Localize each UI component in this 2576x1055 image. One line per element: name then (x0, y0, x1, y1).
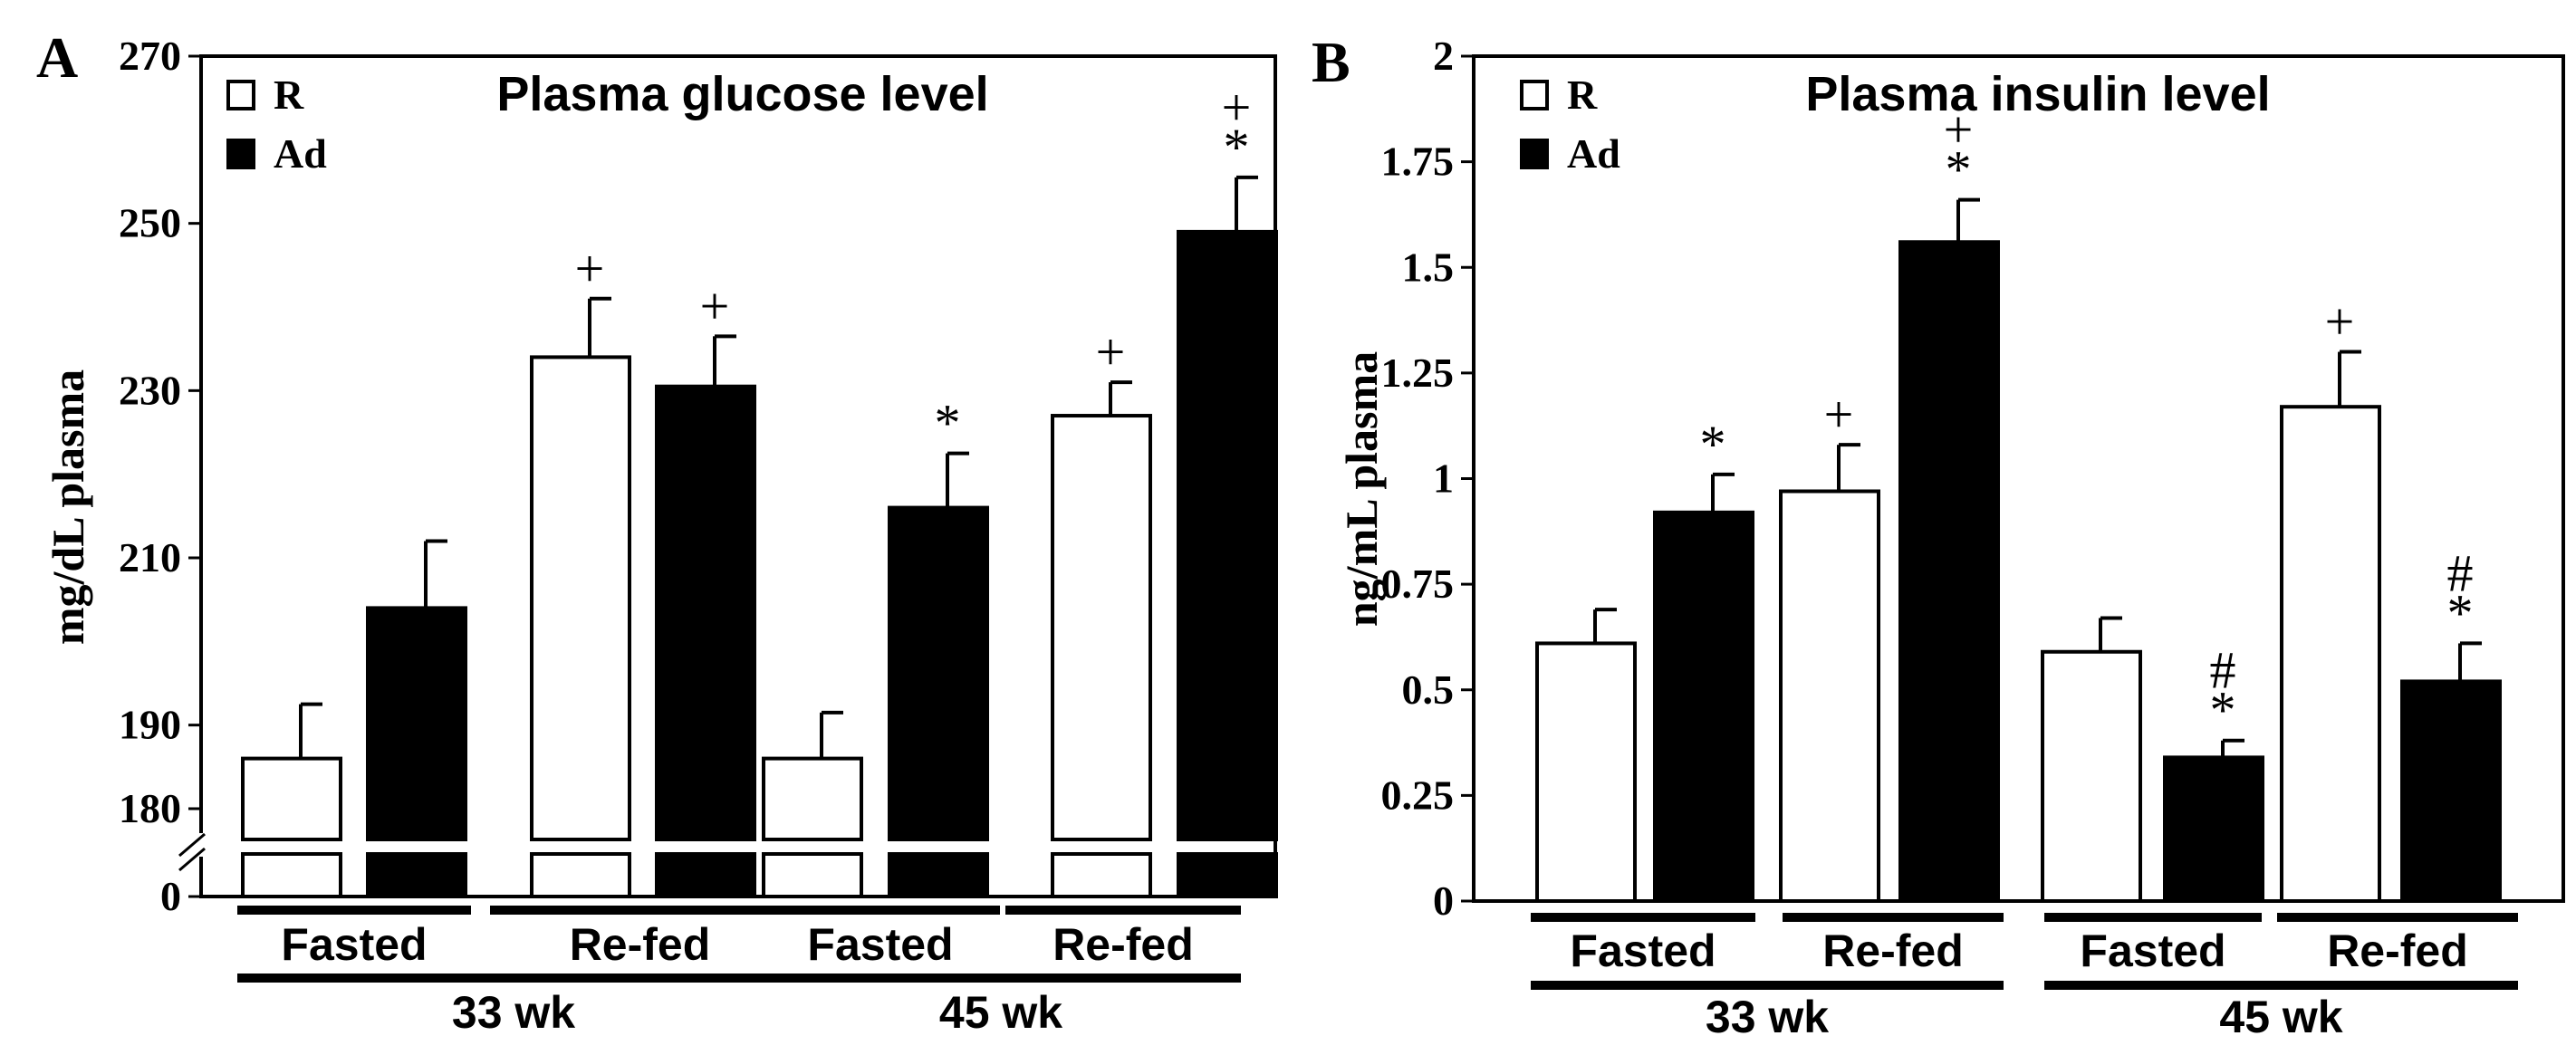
panel-b-y-tick-label: 2 (1433, 33, 1454, 79)
panel-b-annotation-ad-1: + (1944, 101, 1974, 159)
panel-b-condition-label-3: Re-fed (2327, 926, 2468, 976)
panel-b-y-tick-label: 0.75 (1381, 561, 1455, 607)
panel-a-bar-r-2-base (762, 852, 863, 898)
panel-a-annotation-ad-3: * (1224, 118, 1250, 177)
panel-a-condition-label-2: Fasted (807, 919, 953, 970)
panel-a-condition-label-0: Fasted (281, 919, 427, 970)
panel-a-bar-ad-3-base (1177, 852, 1278, 898)
panel-a-condition-label-1: Re-fed (570, 919, 711, 970)
panel-b-y-axis-label: ng/mL plasma (1336, 351, 1387, 627)
panel-b-legend-label-ad: Ad (1567, 130, 1620, 177)
panel-b-bar-ad-1 (1898, 240, 2000, 903)
panel-a-y-tick-label: 0 (160, 873, 181, 919)
panel-a-axis-break-mark (178, 832, 206, 858)
panel-a-age-label-1: 45 wk (939, 987, 1062, 1038)
panel-b-age-label-0: 33 wk (1706, 992, 1829, 1042)
panel-a-bar-r-1 (530, 355, 631, 841)
panel-b-bar-ad-2 (2163, 755, 2264, 904)
panel-b-annotation-ad-2: # (2210, 641, 2236, 700)
panel-b-annotation-ad-3: * (2447, 583, 2474, 642)
panel-a-y-tick-label: 230 (119, 367, 181, 413)
panel-a-annotation-r-1: + (575, 239, 605, 298)
panel-a-annotation-r-3: + (1096, 322, 1126, 381)
panel-b-condition-label-0: Fasted (1570, 926, 1716, 976)
panel-a-letter: A (36, 25, 78, 90)
panel-b-bar-ad-0 (1653, 510, 1754, 903)
panel-a-bar-ad-3 (1177, 229, 1278, 841)
panel-a-y-tick-label: 190 (119, 702, 181, 748)
panel-a-condition-label-3: Re-fed (1053, 919, 1194, 970)
panel-a-y-tick-label: 270 (119, 33, 181, 79)
panel-b-annotation-r-3: + (2325, 293, 2355, 351)
panel-b-plot-frame (1472, 54, 2565, 903)
panel-b-legend-swatch-r (1520, 80, 1549, 110)
panel-a-legend-label-ad: Ad (274, 130, 327, 177)
panel-b-y-tick-label: 1 (1433, 456, 1454, 502)
panel-b-annotation-ad-2: * (2210, 681, 2236, 740)
panel-a-bar-r-1-base (530, 852, 631, 898)
panel-a-annotation-ad-3: + (1222, 78, 1252, 137)
panel-b-condition-label-2: Fasted (2080, 926, 2225, 976)
panel-a-bar-r-0-base (241, 852, 342, 898)
panel-b-annotation-ad-3: # (2447, 543, 2474, 602)
panel-a-y-tick-label: 180 (119, 785, 181, 831)
panel-b-y-tick-label: 1.5 (1402, 244, 1455, 290)
panel-a-bar-ad-2 (888, 505, 989, 841)
panel-a-bar-r-3 (1051, 414, 1152, 841)
panel-a-age-label-0: 33 wk (452, 987, 575, 1038)
panel-b-annotation-ad-1: * (1946, 140, 1972, 199)
panel-b-bar-r-1 (1779, 489, 1880, 903)
panel-b-bar-r-0 (1535, 641, 1637, 903)
panel-b-y-tick-label: 0.5 (1402, 667, 1455, 713)
panel-b-bar-r-2 (2041, 649, 2142, 903)
panel-b-annotation-r-1: + (1824, 385, 1854, 444)
panel-b-bar-r-3 (2280, 405, 2381, 903)
panel-a-y-tick-label: 210 (119, 534, 181, 580)
panel-b-condition-label-1: Re-fed (1822, 926, 1964, 976)
panel-a-title: Plasma glucose level (496, 67, 988, 121)
panel-a-annotation-ad-1: + (700, 276, 730, 335)
panel-a-legend-swatch-r (226, 80, 255, 110)
panel-a-bar-ad-1-base (655, 852, 756, 898)
panel-b-bar-ad-3 (2400, 679, 2502, 903)
panel-b-y-tick-label: 1.75 (1381, 139, 1455, 185)
panel-b-y-tick-label: 0 (1433, 878, 1454, 924)
panel-a-bar-r-3-base (1051, 852, 1152, 898)
panel-a-bar-ad-0 (366, 606, 467, 842)
panel-a-annotation-ad-2: * (935, 394, 961, 453)
panel-b-age-label-1: 45 wk (2219, 992, 2342, 1042)
panel-a-bar-ad-2-base (888, 852, 989, 898)
panel-a-y-axis-label: mg/dL plasma (43, 369, 93, 645)
panel-b-legend-swatch-ad (1520, 139, 1549, 169)
panel-b-legend-label-r: R (1567, 72, 1598, 118)
panel-a-bar-ad-0-base (366, 852, 467, 898)
panel-b-title: Plasma insulin level (1805, 67, 2270, 121)
panel-a-legend-swatch-ad (226, 139, 255, 169)
panel-b-y-tick-label: 1.25 (1381, 350, 1455, 396)
panel-a-bar-r-2 (762, 756, 863, 841)
panel-b-y-tick-label: 0.25 (1381, 772, 1455, 818)
panel-b-annotation-ad-0: * (1700, 415, 1726, 474)
panel-a-legend-label-r: R (274, 72, 304, 118)
panel-a-bar-ad-1 (655, 384, 756, 841)
panel-a-y-tick-label: 250 (119, 200, 181, 246)
panel-a-axis-break-mark (178, 847, 206, 872)
panel-b-letter: B (1312, 30, 1350, 94)
panel-a-bar-r-0 (241, 756, 342, 841)
